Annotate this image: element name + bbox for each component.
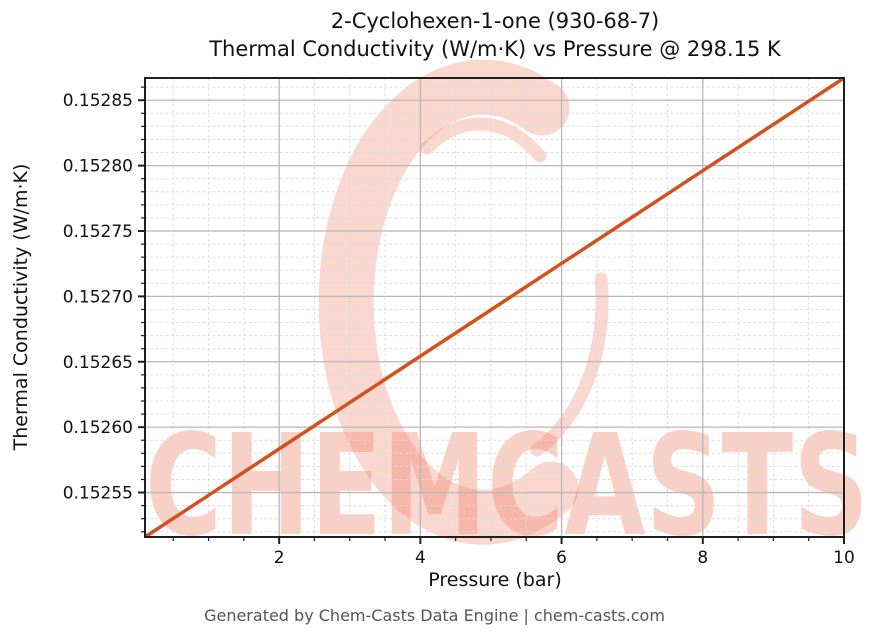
chart-title-block: 2-Cyclohexen-1-one (930-68-7) Thermal Co… [145, 7, 845, 63]
x-tick-label: 8 [697, 548, 708, 568]
x-axis-label: Pressure (bar) [428, 569, 562, 591]
footer-credit: Generated by Chem-Casts Data Engine | ch… [204, 606, 665, 625]
y-tick-label: 0.15280 [63, 157, 133, 177]
y-tick-label: 0.15270 [63, 287, 133, 307]
watermark-logo-c [318, 59, 579, 545]
y-tick-label: 0.15255 [63, 484, 133, 504]
x-tick-label: 10 [833, 548, 855, 568]
chart-subtitle: Thermal Conductivity (W/m·K) vs Pressure… [209, 37, 781, 61]
axes-spines [144, 77, 845, 538]
y-tick-label: 0.15265 [63, 353, 133, 373]
x-tick-label: 6 [556, 548, 567, 568]
x-tick-label: 2 [274, 548, 285, 568]
minor-gridlines [145, 78, 844, 537]
y-tick-label: 0.15275 [63, 222, 133, 242]
watermark-logo-swoosh-right [530, 272, 609, 457]
tick-labels: 2 4 6 8 10 0.15255 0.15260 0.15265 0.15270 0.1527… [63, 91, 855, 568]
data-line-thermal-conductivity [144, 76, 845, 539]
watermark: CHEMCASTS [145, 59, 869, 568]
chart-title: 2-Cyclohexen-1-one (930-68-7) [330, 9, 660, 33]
y-axis-label: Thermal Conductivity (W/m·K) [10, 163, 32, 451]
watermark-text: CHEMCASTS [145, 405, 869, 568]
major-ticks [138, 99, 845, 544]
minor-ticks [141, 86, 810, 541]
y-tick-label: 0.15285 [63, 91, 133, 111]
y-tick-label: 0.15260 [63, 418, 133, 438]
x-tick-label: 4 [415, 548, 426, 568]
